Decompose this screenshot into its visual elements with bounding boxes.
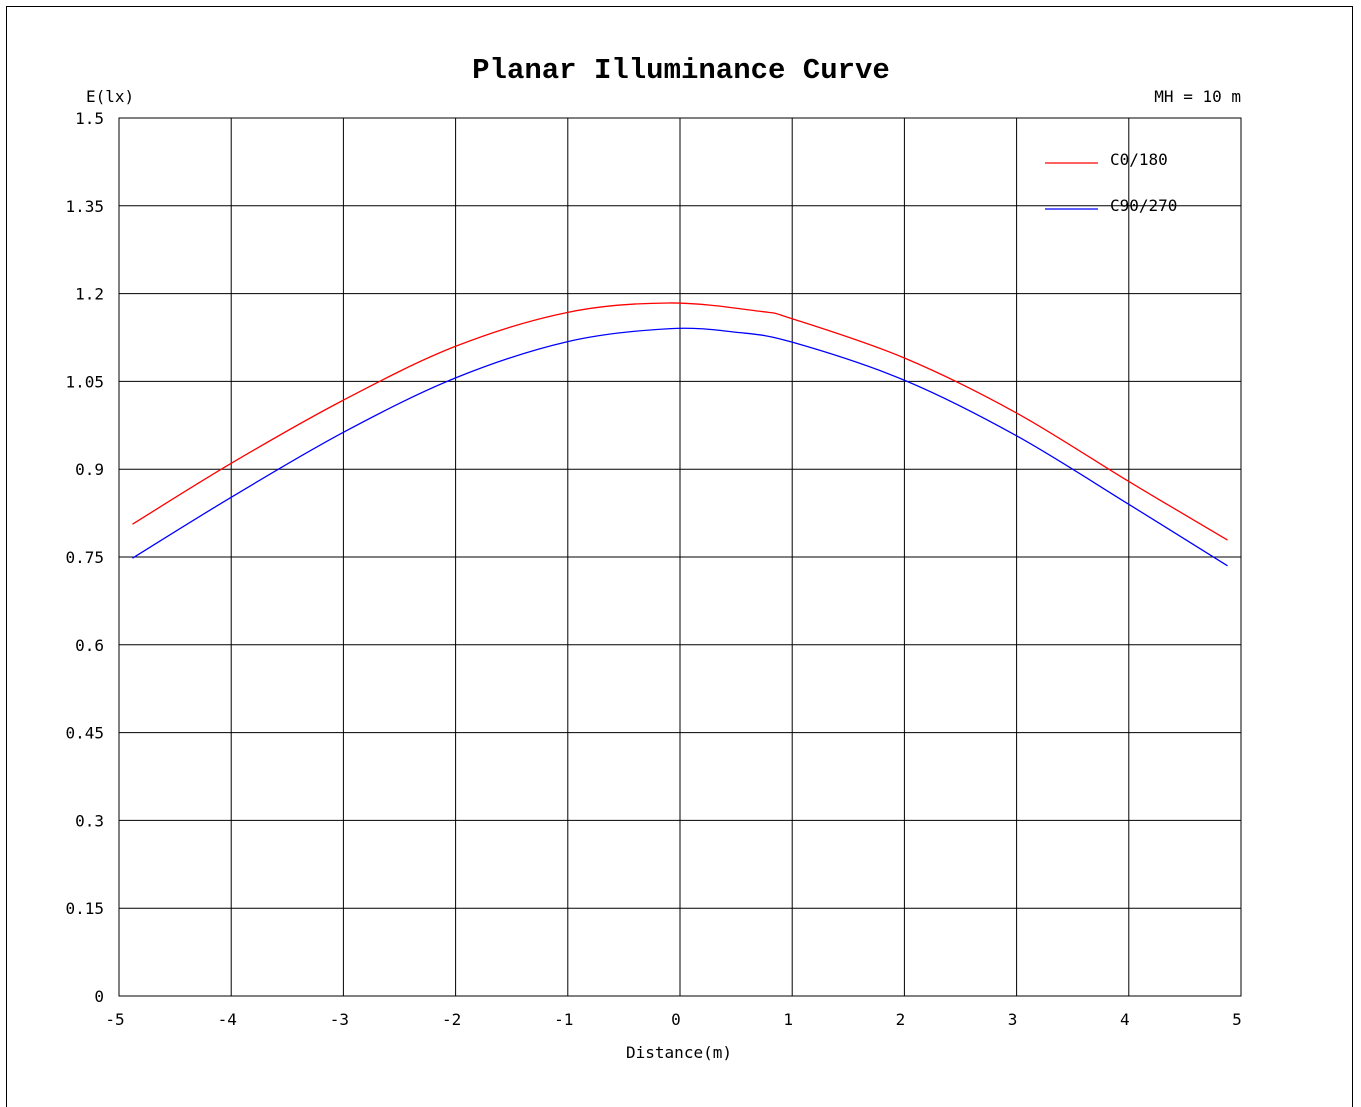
legend-label: C90/270 — [1110, 196, 1177, 215]
y-tick-label: 1.5 — [75, 109, 104, 128]
series-lines — [132, 302, 1228, 567]
y-tick-label: 0.15 — [65, 899, 104, 918]
y-tick-label: 0.75 — [65, 548, 104, 567]
series-line-c0-180 — [132, 302, 1228, 541]
x-tick-labels: -5 -4 -3 -2 -1 0 1 2 3 4 5 — [105, 1010, 1241, 1029]
x-tick-label: 0 — [671, 1010, 681, 1029]
x-tick-label: 3 — [1008, 1010, 1018, 1029]
x-tick-label: -5 — [105, 1010, 124, 1029]
plot-area-border — [118, 117, 1242, 997]
y-tick-label: 1.2 — [75, 285, 104, 304]
y-tick-label: 0.6 — [75, 636, 104, 655]
y-tick-label: 1.35 — [65, 197, 104, 216]
y-tick-label: 1.05 — [65, 372, 104, 391]
y-tick-label: 0.3 — [75, 811, 104, 830]
x-tick-label: 4 — [1120, 1010, 1130, 1029]
x-tick-label: 5 — [1232, 1010, 1242, 1029]
x-tick-label: -1 — [554, 1010, 573, 1029]
legend-label: C0/180 — [1110, 150, 1168, 169]
x-tick-label: 1 — [783, 1010, 793, 1029]
y-tick-labels: 0 0.15 0.3 0.45 0.6 0.75 0.9 1.05 1.2 1.35 1.5 — [65, 109, 104, 1006]
series-line-c90-270 — [132, 327, 1228, 567]
y-tick-label: 0.45 — [65, 724, 104, 743]
y-tick-label: 0.9 — [75, 460, 104, 479]
x-axis-label: Distance(m) — [626, 1043, 732, 1062]
y-axis-label: E(lx) — [86, 87, 134, 106]
mounting-height-annotation: MH = 10 m — [1154, 87, 1241, 106]
x-tick-label: -3 — [330, 1010, 349, 1029]
grid — [118, 117, 1242, 997]
x-tick-label: -4 — [218, 1010, 237, 1029]
legend: C0/180 C90/270 — [1045, 150, 1177, 215]
x-tick-label: -2 — [442, 1010, 461, 1029]
x-tick-label: 2 — [896, 1010, 906, 1029]
chart-title: Planar Illuminance Curve — [472, 54, 890, 87]
y-tick-label: 0 — [94, 987, 104, 1006]
